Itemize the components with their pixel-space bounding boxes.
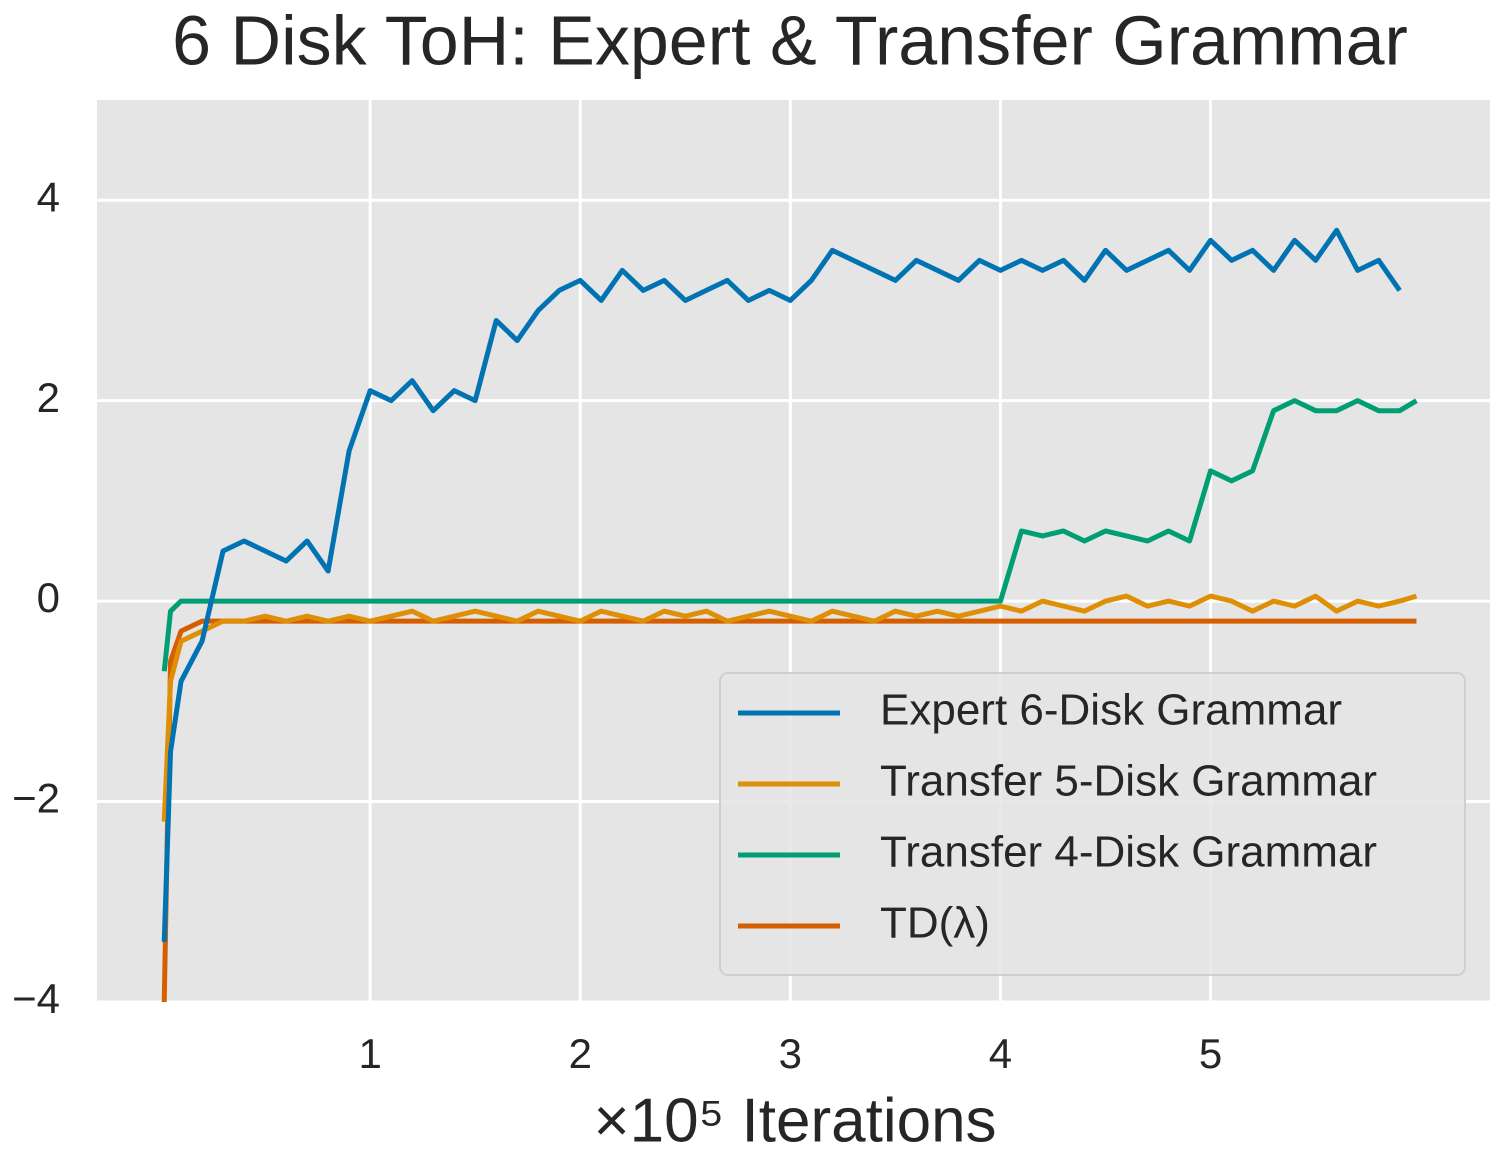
x-tick-label: 1 bbox=[358, 1030, 381, 1077]
legend-box bbox=[719, 672, 1466, 976]
series-line bbox=[161, 593, 1418, 822]
series-line bbox=[161, 398, 1418, 672]
y-tick-label: 0 bbox=[37, 574, 60, 621]
legend-label: TD(λ) bbox=[880, 899, 990, 948]
chart-title: 6 Disk ToH: Expert & Transfer Grammar bbox=[172, 1, 1408, 79]
y-tick-label: −2 bbox=[12, 775, 60, 822]
y-tick-label: 4 bbox=[37, 173, 60, 220]
x-tick-label: 5 bbox=[1199, 1030, 1222, 1077]
x-axis-label: ×10⁵ Iterations bbox=[593, 1086, 996, 1152]
legend-label: Expert 6-Disk Grammar bbox=[880, 686, 1342, 735]
x-tick-label: 3 bbox=[779, 1030, 802, 1077]
legend-label: Transfer 5-Disk Grammar bbox=[880, 757, 1377, 806]
y-tick-label: 2 bbox=[37, 374, 60, 421]
series-line bbox=[161, 227, 1402, 942]
y-tick-label: −4 bbox=[12, 975, 60, 1022]
x-tick-label: 4 bbox=[989, 1030, 1012, 1077]
legend-label: Transfer 4-Disk Grammar bbox=[880, 828, 1377, 877]
series-line bbox=[161, 618, 1417, 1003]
x-tick-label: 2 bbox=[569, 1030, 592, 1077]
